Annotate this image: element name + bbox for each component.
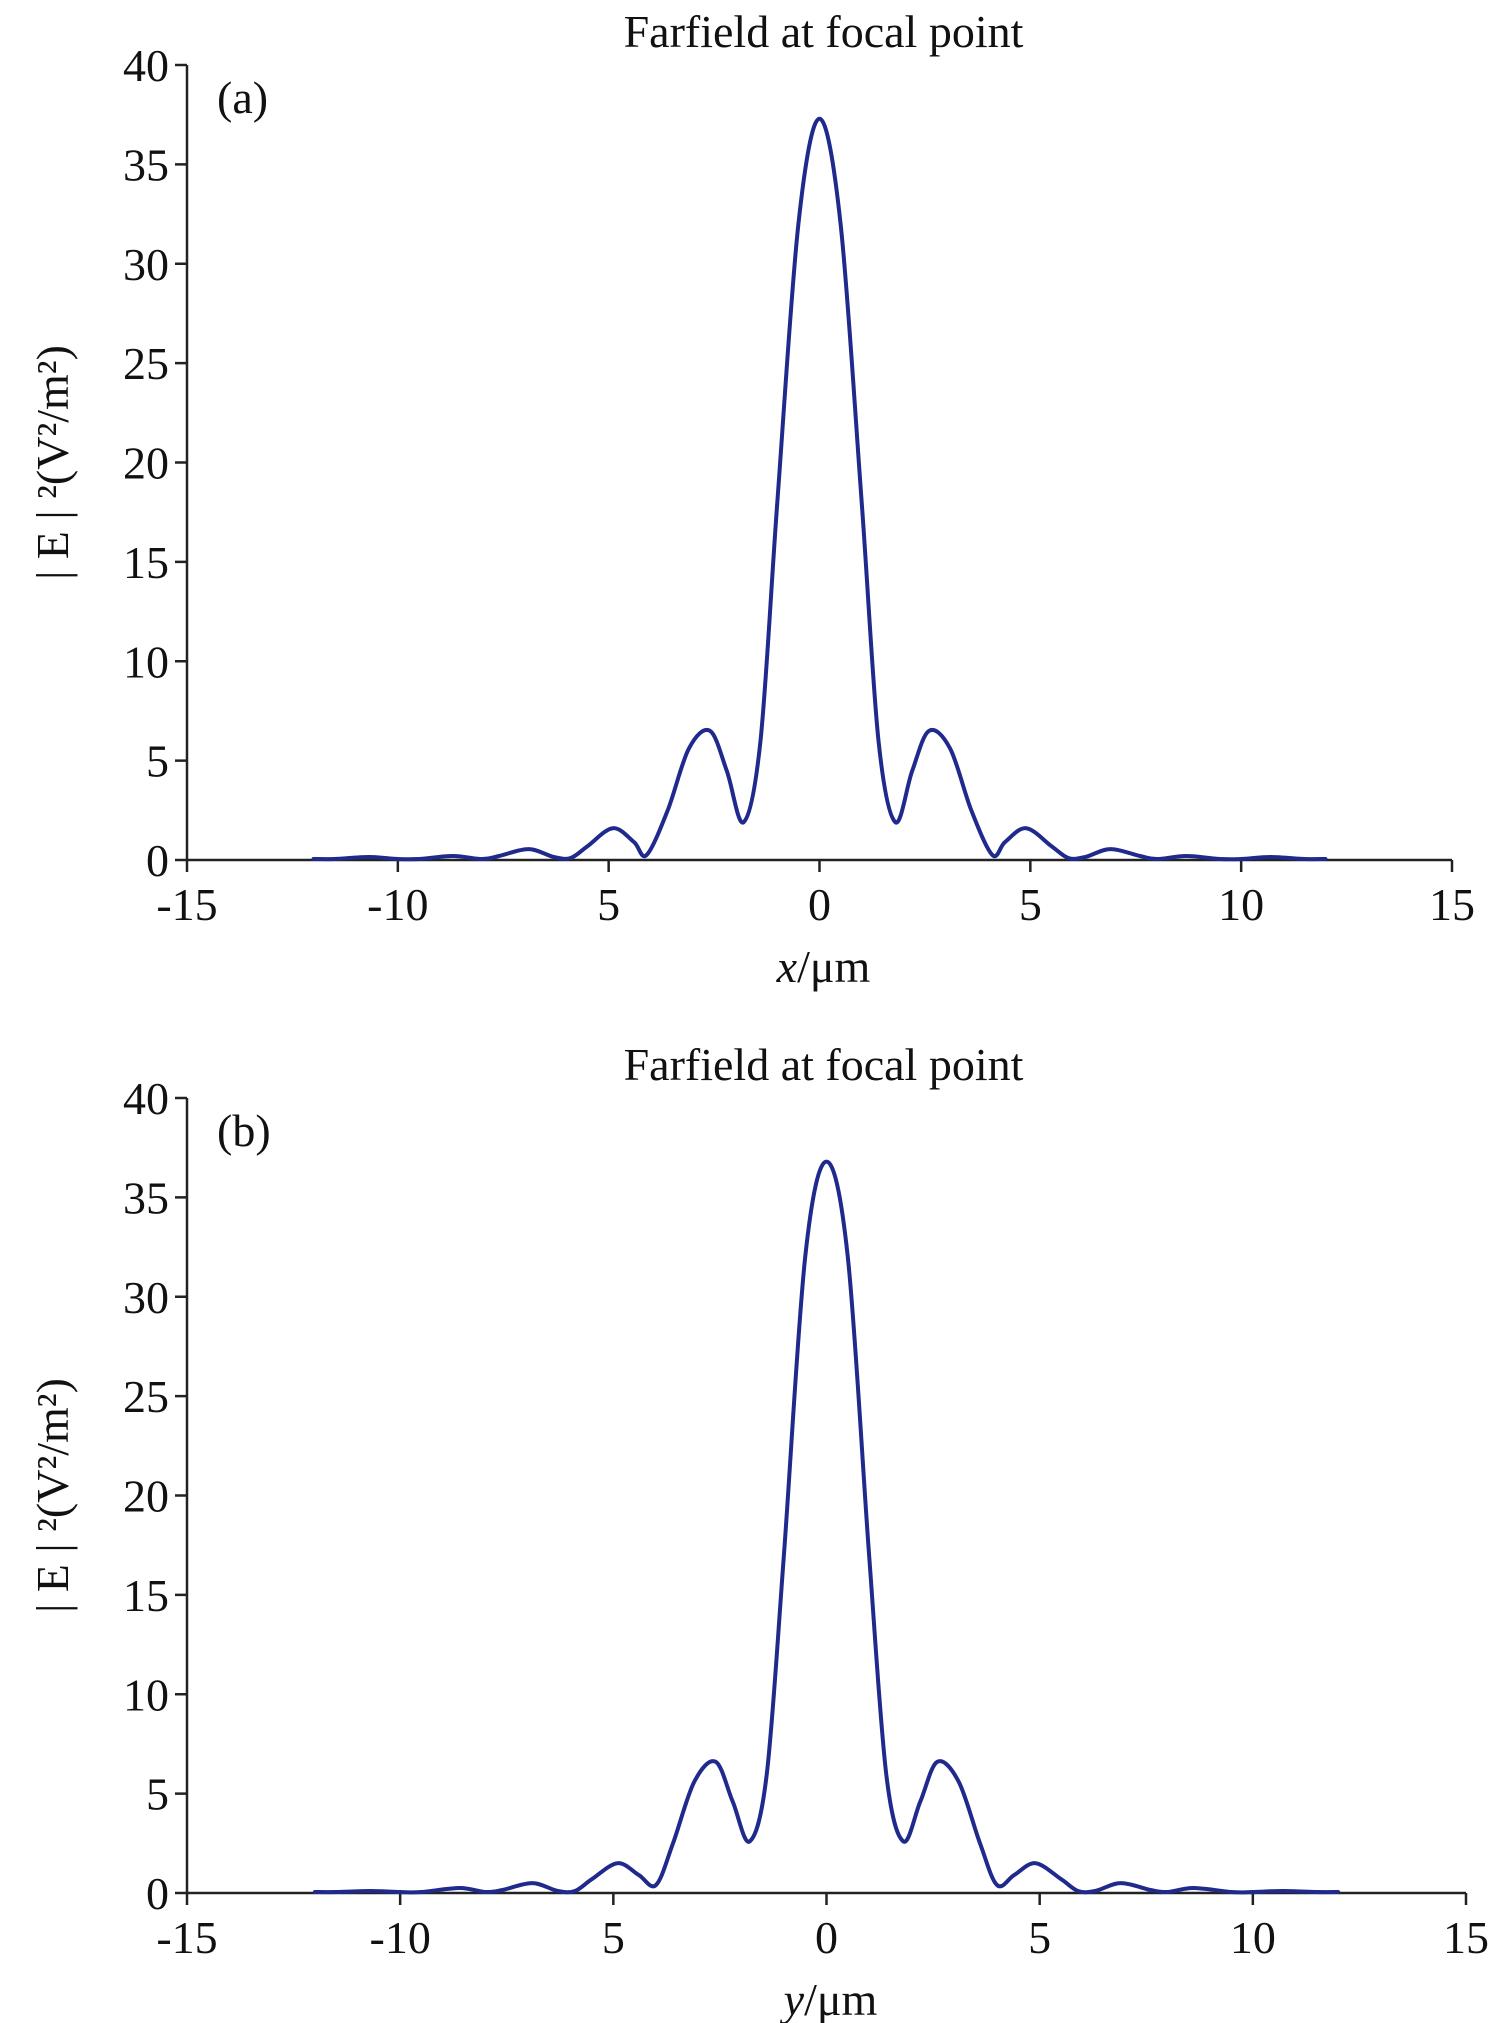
- y-tick-label: 10: [123, 1669, 169, 1720]
- y-tick-label: 0: [146, 835, 169, 886]
- x-axis-variable: y: [780, 1974, 805, 2023]
- series-line: [311, 116, 1328, 862]
- x-tick-label: 5: [1019, 879, 1042, 930]
- x-axis-unit: /μm: [797, 941, 870, 992]
- x-tick-label: -15: [156, 879, 217, 930]
- y-tick-label: 5: [146, 736, 169, 787]
- x-tick-label: 0: [815, 1912, 838, 1963]
- y-tick-label: 20: [123, 438, 169, 489]
- y-tick-label: 25: [123, 338, 169, 389]
- y-tick-label: 25: [123, 1371, 169, 1422]
- chart-title: Farfield at focal point: [624, 1039, 1024, 1090]
- x-axis-title: x/μm: [776, 941, 871, 992]
- y-tick-label: 30: [123, 1272, 169, 1323]
- y-tick-label: 40: [123, 40, 169, 91]
- x-tick-label: 5: [597, 879, 620, 930]
- chart-panel-b: 0 5 10 15 20 25 30 35 40 -15 -10 5 0 5 10 15 Farfield at…: [27, 1039, 1489, 2023]
- y-axis-title: | E | ²(V²/m²): [27, 345, 78, 580]
- chart-panel-a: 0 5 10 15 20 25 30 35 40 -15 -10 5 0 5 10 15 Farfield at…: [27, 6, 1475, 992]
- x-tick-label: 0: [808, 879, 831, 930]
- y-tick-label: 20: [123, 1471, 169, 1522]
- series-line: [312, 1159, 1341, 1895]
- chart-title: Farfield at focal point: [624, 6, 1024, 57]
- y-axis-title: | E | ²(V²/m²): [27, 1378, 78, 1613]
- x-axis-title: y/μm: [780, 1974, 878, 2023]
- x-tick-label: 10: [1230, 1912, 1276, 1963]
- x-tick-label: -15: [156, 1912, 217, 1963]
- x-axis-variable: x: [776, 941, 798, 992]
- y-tick-label: 35: [123, 139, 169, 190]
- y-tick-label: 30: [123, 239, 169, 290]
- x-tick-label: 15: [1429, 879, 1475, 930]
- y-tick-label: 0: [146, 1868, 169, 1919]
- y-tick-label: 5: [146, 1769, 169, 1820]
- x-tick-label: -10: [370, 1912, 431, 1963]
- x-tick-label: 10: [1218, 879, 1264, 930]
- y-tick-label: 40: [123, 1073, 169, 1124]
- x-tick-label: 5: [1028, 1912, 1051, 1963]
- x-axis-unit: /μm: [804, 1974, 877, 2023]
- y-tick-label: 15: [123, 1570, 169, 1621]
- panel-label: (b): [217, 1105, 271, 1156]
- y-tick-label: 35: [123, 1172, 169, 1223]
- panel-label: (a): [217, 72, 268, 123]
- x-tick-label: -10: [367, 879, 428, 930]
- y-tick-label: 15: [123, 537, 169, 588]
- x-tick-label: 15: [1443, 1912, 1489, 1963]
- y-tick-label: 10: [123, 636, 169, 687]
- x-tick-label: 5: [602, 1912, 625, 1963]
